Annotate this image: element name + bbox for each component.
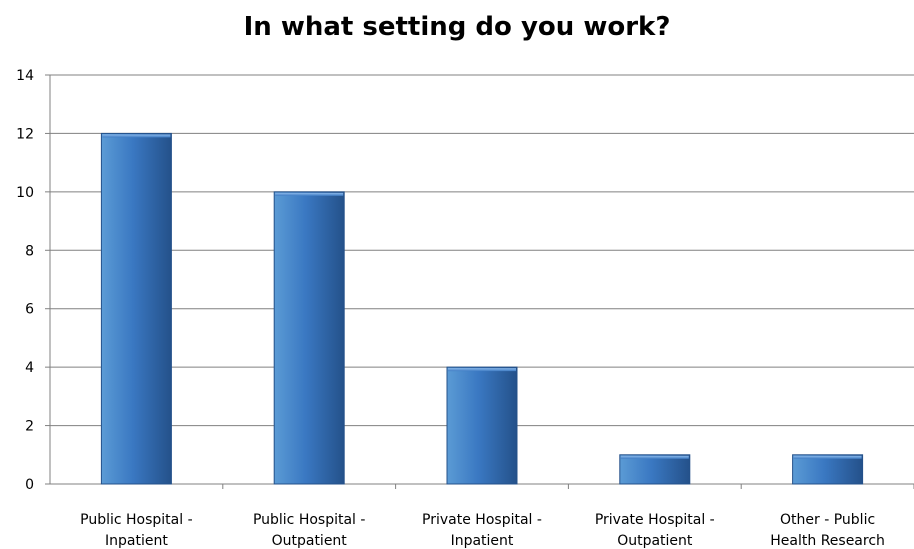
bar	[619, 454, 691, 485]
bar-cap	[102, 134, 171, 138]
bars	[100, 132, 864, 485]
y-tick-labels: 0 2 4 6 8 10 12 14	[16, 68, 34, 493]
x-category-label: Private Hospital - Inpatient	[422, 512, 542, 549]
x-category-label: Other - Public Health Research	[770, 512, 885, 549]
x-category-label-line: Outpatient	[272, 533, 348, 549]
x-category-label-line: Inpatient	[451, 533, 514, 549]
y-tick-label: 10	[16, 185, 34, 201]
x-category-label-line: Other - Public	[780, 512, 875, 528]
bar	[100, 132, 172, 485]
y-tick-label: 14	[16, 68, 34, 84]
x-category-label-line: Inpatient	[105, 533, 168, 549]
y-tick-label: 12	[16, 126, 34, 142]
x-category-label-line: Health Research	[770, 533, 885, 549]
chart-title: In what setting do you work?	[243, 12, 671, 42]
y-tick-label: 6	[25, 302, 34, 318]
x-category-label: Private Hospital - Outpatient	[595, 512, 715, 549]
bar-body	[619, 454, 691, 485]
bar-cap	[620, 455, 689, 459]
x-category-label-line: Public Hospital -	[253, 512, 366, 528]
bar-body	[100, 132, 172, 485]
bar-cap	[793, 455, 862, 459]
x-category-label-line: Private Hospital -	[595, 512, 715, 528]
y-tick-label: 0	[25, 477, 34, 493]
bar-body	[792, 454, 864, 485]
x-category-label-line: Private Hospital -	[422, 512, 542, 528]
x-category-label-line: Outpatient	[617, 533, 693, 549]
bar-body	[273, 191, 345, 485]
bar	[792, 454, 864, 485]
x-category-label-line: Public Hospital -	[80, 512, 193, 528]
bar	[273, 191, 345, 485]
bar-body	[446, 366, 518, 485]
bar-cap	[448, 368, 516, 372]
y-tick-label: 2	[25, 419, 34, 435]
x-category-label: Public Hospital - Inpatient	[80, 512, 193, 549]
x-category-label: Public Hospital - Outpatient	[253, 512, 366, 549]
bar-cap	[275, 192, 344, 196]
bar	[446, 366, 518, 485]
y-tick-label: 4	[25, 360, 34, 376]
y-tick-label: 8	[25, 243, 34, 259]
